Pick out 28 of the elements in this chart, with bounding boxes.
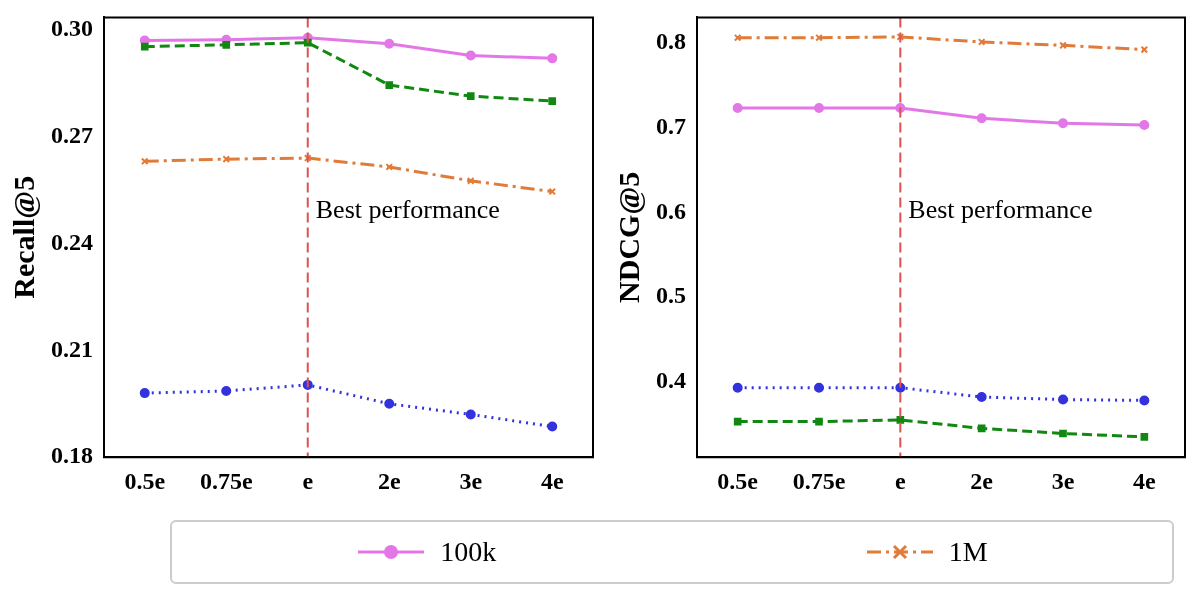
ref-line-label: Best performance [908,194,1093,224]
y-tick-label: 0.27 [51,121,93,148]
y-tick-label: 0.18 [51,442,93,469]
x-tick-label: e [895,467,907,494]
x-tick-label: 0.5e [717,467,759,494]
y-tick-label: 0.6 [656,197,686,224]
ref-line-label: Best performance [315,194,500,224]
y-tick-label: 0.8 [656,28,686,55]
x-tick-label: 4e [540,467,564,494]
y-tick-label: 0.21 [51,335,93,362]
y-axis-title: NDCG@5 [611,171,645,303]
x-tick-label: 2e [970,467,994,494]
x-tick-label: e [302,467,314,494]
x-tick-label: 0.5e [124,467,166,494]
y-tick-label: 0.30 [51,15,93,42]
x-tick-label: 3e [459,467,483,494]
x-tick-label: 3e [1051,467,1075,494]
legend-label: 100k [440,536,497,568]
y-axis-title: Recall@5 [6,175,40,299]
y-tick-label: 0.24 [51,228,93,255]
x-tick-label: 2e [377,467,401,494]
x-tick-label: 0.75e [199,467,253,494]
x-tick-label: 4e [1133,467,1157,494]
y-tick-label: 0.4 [656,366,686,393]
x-tick-label: 0.75e [792,467,846,494]
y-tick-label: 0.7 [656,112,686,139]
legend-label: 1M [948,536,988,568]
y-tick-label: 0.5 [656,282,686,309]
